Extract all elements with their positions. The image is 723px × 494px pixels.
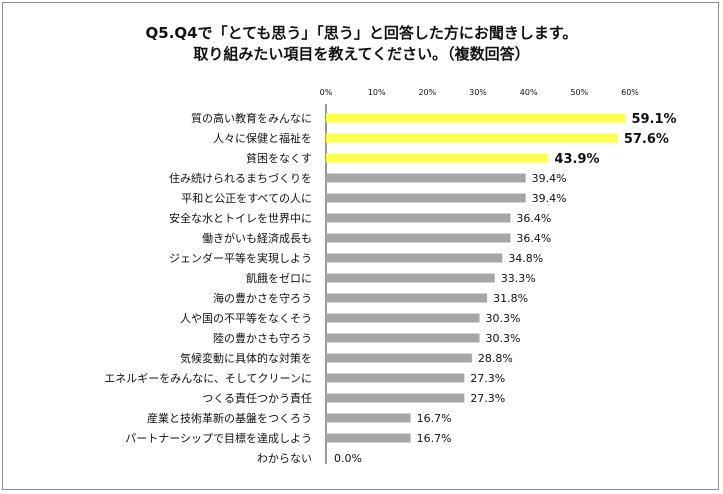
bar <box>326 333 480 343</box>
value-label: 30.3% <box>486 332 521 345</box>
bar <box>326 113 626 123</box>
value-label: 36.4% <box>516 232 551 245</box>
bar <box>326 173 526 183</box>
value-label: 33.3% <box>501 272 536 285</box>
bar <box>326 413 411 423</box>
category-label: 飢餓をゼロに <box>246 271 312 285</box>
x-tick-label: 60% <box>621 88 639 97</box>
category-label: 産業と技術革新の基盤をつくろう <box>147 411 312 425</box>
category-label: 質の高い教育をみんなに <box>191 111 312 125</box>
bar <box>326 293 488 303</box>
category-label: 働きがいも経済成長も <box>202 231 312 245</box>
category-label: 平和と公正をすべての人に <box>181 192 312 205</box>
category-label: 気候変動に具体的な対策を <box>180 351 312 365</box>
x-tick-label: 10% <box>368 88 386 97</box>
value-label: 59.1% <box>631 112 676 127</box>
x-tick-label: 30% <box>469 88 487 97</box>
value-label: 16.7% <box>417 432 452 445</box>
bar <box>326 373 465 383</box>
x-tick-label: 0% <box>320 88 333 97</box>
bar <box>326 153 549 163</box>
category-label: ジェンダー平等を実現しよう <box>169 251 312 265</box>
value-label: 57.6% <box>624 132 669 147</box>
bar <box>326 253 503 263</box>
bar <box>326 433 411 443</box>
bar <box>326 273 495 283</box>
category-label: わからない <box>257 452 312 465</box>
category-label: 人々に保健と福祉を <box>213 131 312 145</box>
value-label: 27.3% <box>470 392 505 405</box>
chart-title-line1: Q5.Q4で「とても思う」「思う」と回答した方にお聞きします。 <box>145 24 578 42</box>
bar <box>326 233 511 243</box>
bar <box>326 313 480 323</box>
value-label: 16.7% <box>417 412 452 425</box>
value-label: 43.9% <box>554 152 599 167</box>
value-label: 36.4% <box>516 212 551 225</box>
value-label: 27.3% <box>470 372 505 385</box>
value-label: 39.4% <box>532 172 567 185</box>
bar <box>326 393 465 403</box>
category-label: 人や国の不平等をなくそう <box>180 311 312 325</box>
value-label: 34.8% <box>508 252 543 265</box>
bar <box>326 353 472 363</box>
bar <box>326 213 511 223</box>
category-label: 陸の豊かさも守ろう <box>213 331 312 345</box>
category-label: つくる責任つかう責任 <box>202 391 312 405</box>
value-label: 28.8% <box>478 352 513 365</box>
value-label: 0.0% <box>334 452 362 465</box>
category-label: 住み続けられるまちづくりを <box>169 171 312 185</box>
x-tick-label: 40% <box>520 88 538 97</box>
category-label: 安全な水とトイレを世界中に <box>169 211 312 225</box>
chart-frame <box>2 2 719 490</box>
category-label: パートナーシップで目標を達成しよう <box>125 431 312 445</box>
bar <box>326 193 526 203</box>
value-label: 31.8% <box>493 292 528 305</box>
category-label: エネルギーをみんなに、そしてクリーンに <box>104 372 312 385</box>
category-label: 貧困をなくす <box>246 152 312 165</box>
category-label: 海の豊かさを守ろう <box>213 291 312 305</box>
value-label: 30.3% <box>486 312 521 325</box>
bar <box>326 133 618 143</box>
x-tick-label: 50% <box>570 88 588 97</box>
chart-title-line2: 取り組みたい項目を教えてください。（複数回答） <box>193 45 530 63</box>
value-label: 39.4% <box>532 192 567 205</box>
x-tick-label: 20% <box>418 88 436 97</box>
